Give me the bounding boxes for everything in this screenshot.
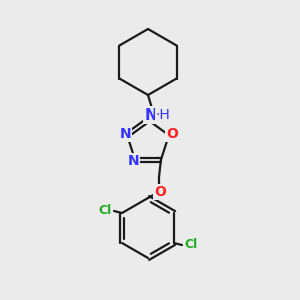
Text: ·H: ·H <box>156 108 170 122</box>
Text: N: N <box>145 107 158 122</box>
Text: O: O <box>154 185 166 199</box>
Text: O: O <box>166 127 178 141</box>
Text: N: N <box>119 127 131 141</box>
Text: Cl: Cl <box>98 205 112 218</box>
Text: Cl: Cl <box>184 238 198 251</box>
Text: N: N <box>127 154 139 168</box>
